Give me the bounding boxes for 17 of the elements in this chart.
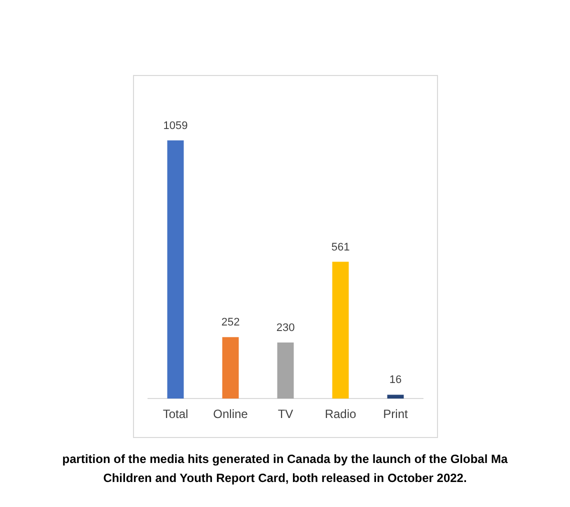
data-label: 230 [276, 322, 295, 334]
data-label: 1059 [163, 120, 188, 132]
bar [332, 262, 349, 399]
bar [387, 394, 404, 399]
text: Children and Youth Report Card, both released in October 2022. [102, 470, 468, 487]
data-label: 252 [221, 316, 240, 329]
bar [167, 140, 184, 399]
data-label: 16 [389, 374, 402, 386]
data-label: 561 [331, 241, 350, 254]
text: partition of the media hits generated in Canada by the launch of the Global Ma [61, 451, 509, 468]
x-tick-label: TV [278, 407, 294, 422]
bar [222, 337, 239, 399]
bar [277, 342, 294, 399]
x-tick-label: Print [383, 407, 408, 422]
x-tick-label: Total [162, 407, 188, 422]
x-tick-label: Radio [324, 407, 356, 422]
x-tick-label: Online [213, 407, 248, 422]
